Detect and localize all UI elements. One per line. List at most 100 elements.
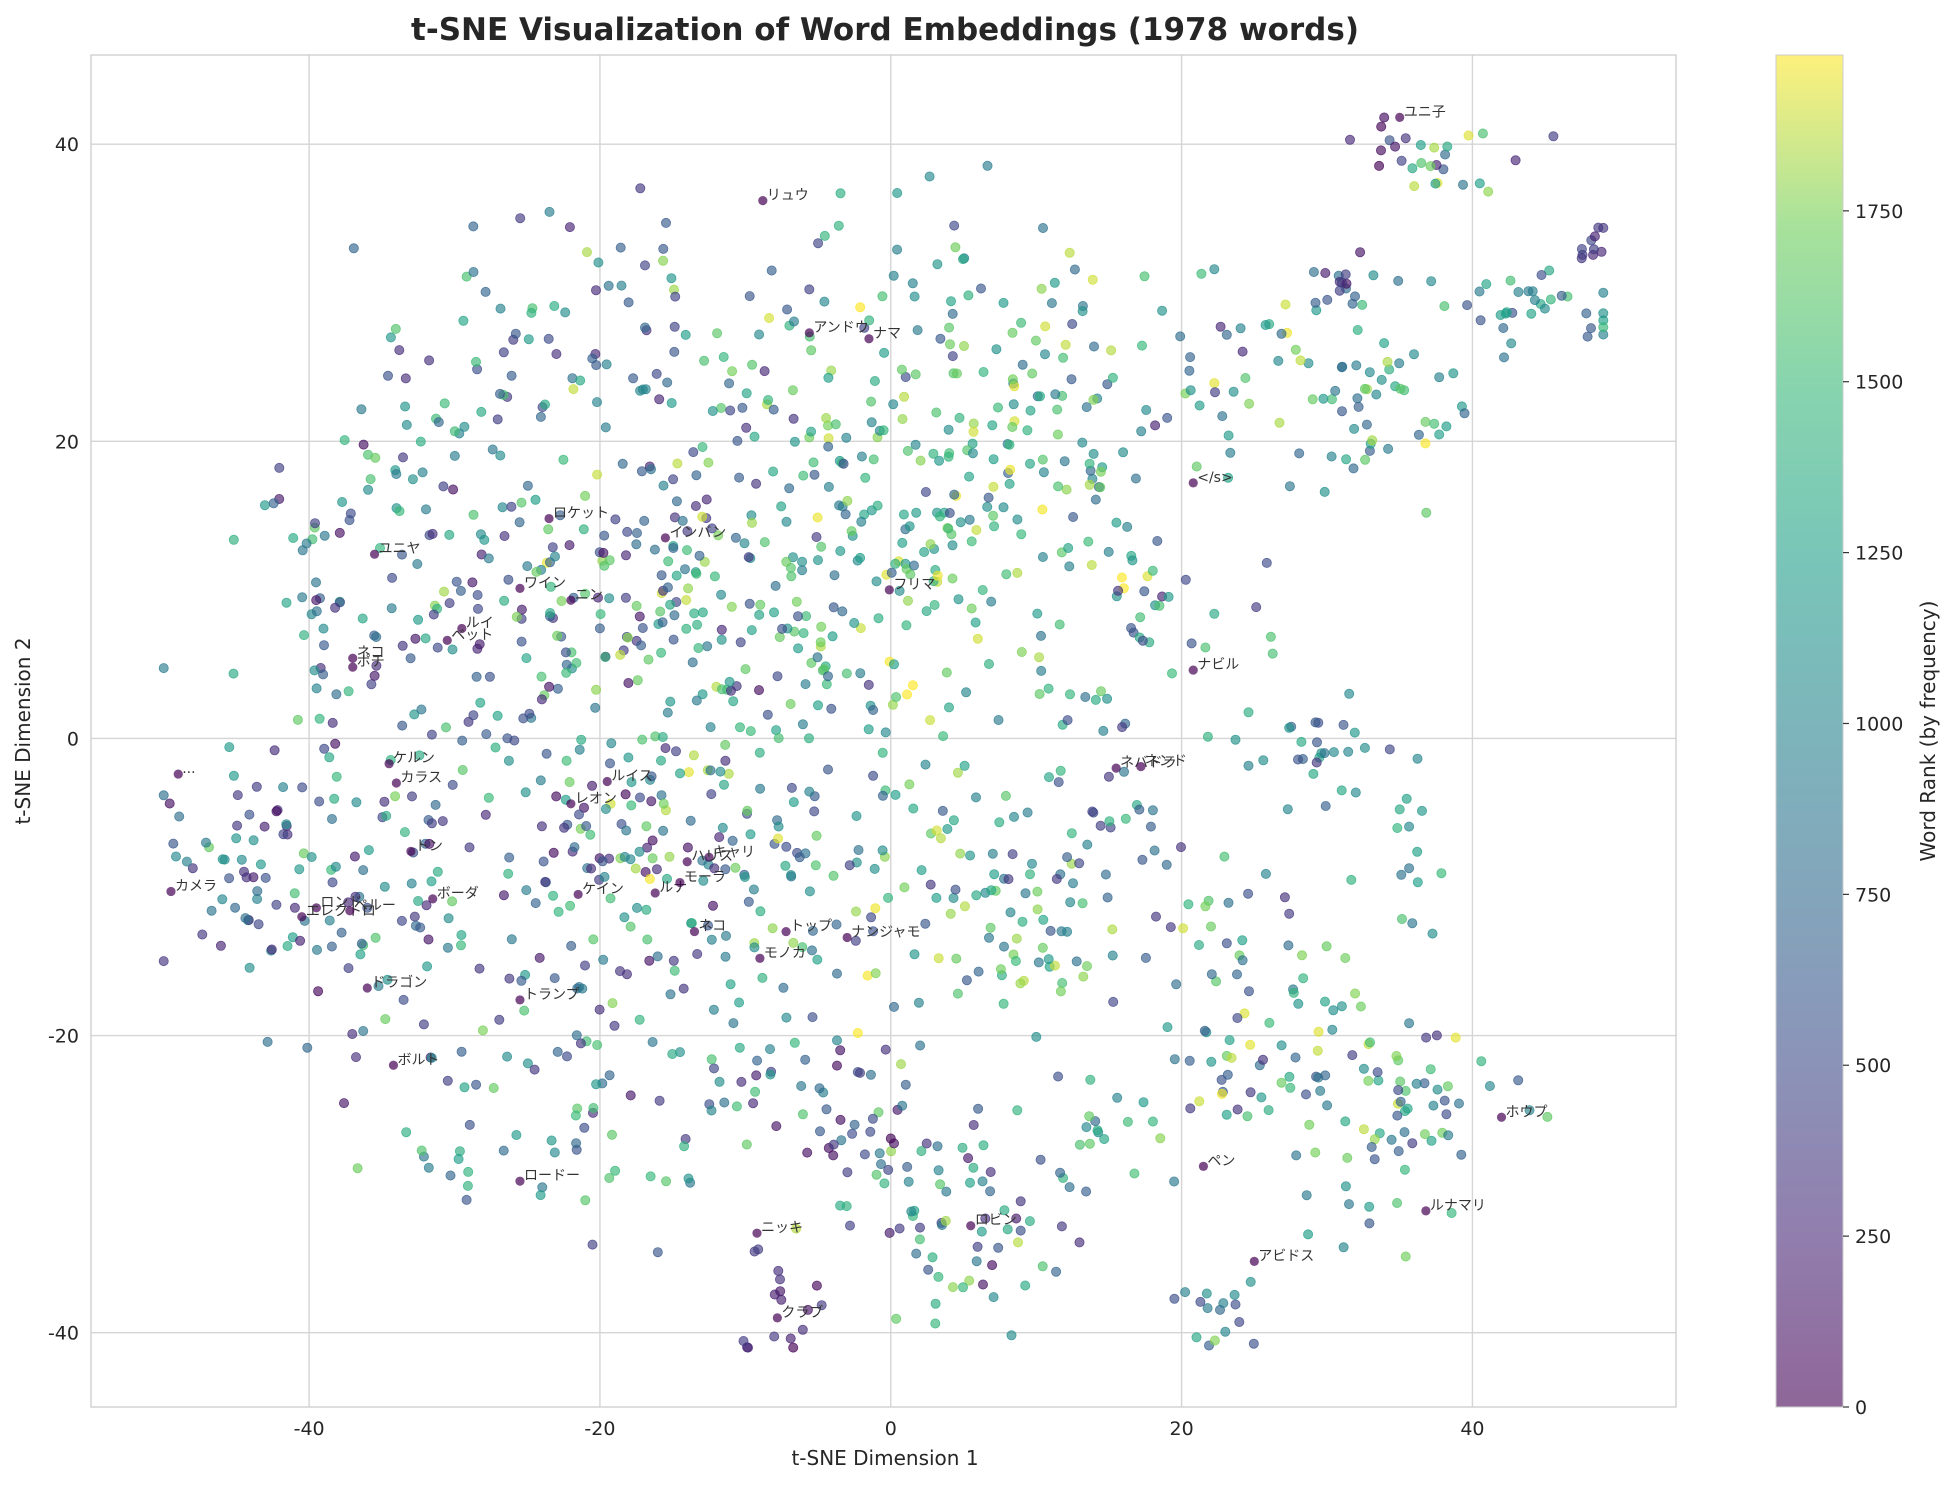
word-point bbox=[697, 607, 708, 618]
word-point bbox=[968, 418, 979, 429]
word-point bbox=[426, 1052, 437, 1063]
word-point bbox=[1288, 987, 1299, 998]
word-point bbox=[310, 577, 321, 588]
word-point bbox=[495, 303, 506, 314]
word-point bbox=[1200, 642, 1211, 653]
word-point bbox=[703, 457, 714, 468]
word-point bbox=[1341, 454, 1352, 465]
word-point bbox=[1127, 555, 1138, 566]
word-point bbox=[230, 902, 241, 913]
word-point bbox=[586, 863, 597, 874]
word-point bbox=[591, 1079, 602, 1090]
word-point bbox=[665, 599, 676, 610]
word-point bbox=[847, 1128, 858, 1139]
word-point bbox=[823, 481, 834, 492]
word-point bbox=[1169, 1176, 1180, 1187]
word-point bbox=[1308, 266, 1319, 277]
word-point bbox=[769, 1331, 780, 1342]
word-point bbox=[510, 328, 521, 339]
word-point bbox=[442, 942, 453, 953]
annotated-word-point bbox=[781, 926, 791, 937]
word-point bbox=[669, 610, 680, 621]
annotated-word-point bbox=[166, 886, 176, 897]
word-point bbox=[1116, 572, 1127, 583]
word-point bbox=[1330, 385, 1341, 396]
word-point bbox=[437, 816, 448, 827]
word-point bbox=[714, 832, 725, 843]
annotated-word-point bbox=[406, 846, 416, 856]
word-point bbox=[1211, 976, 1222, 987]
word-point bbox=[880, 1044, 891, 1055]
word-point bbox=[698, 875, 709, 886]
word-point bbox=[394, 506, 405, 517]
word-point bbox=[1402, 1103, 1413, 1114]
word-point bbox=[1217, 1088, 1228, 1099]
word-point bbox=[330, 861, 341, 872]
word-point bbox=[1588, 244, 1599, 255]
word-point bbox=[1232, 1104, 1243, 1115]
word-point bbox=[413, 614, 424, 625]
word-point bbox=[802, 1147, 813, 1158]
word-point bbox=[872, 500, 883, 511]
word-point bbox=[739, 872, 750, 883]
word-point bbox=[813, 555, 824, 566]
word-point bbox=[754, 329, 765, 340]
word-point bbox=[976, 283, 987, 294]
word-point bbox=[860, 472, 871, 483]
word-point bbox=[985, 1167, 996, 1178]
word-point bbox=[396, 549, 407, 560]
word-point bbox=[816, 1300, 827, 1311]
y-axis-label: t-SNE Dimension 2 bbox=[11, 637, 35, 824]
word-point bbox=[1082, 961, 1093, 972]
word-point bbox=[301, 538, 312, 549]
word-point bbox=[617, 458, 628, 469]
word-point bbox=[976, 1226, 987, 1237]
word-point bbox=[1135, 612, 1146, 623]
word-point bbox=[1194, 940, 1205, 951]
word-point bbox=[910, 369, 921, 380]
word-point bbox=[1185, 1103, 1196, 1114]
word-point bbox=[967, 438, 978, 449]
word-point bbox=[873, 1107, 884, 1118]
word-point bbox=[748, 1098, 759, 1109]
word-point bbox=[480, 286, 491, 297]
word-point bbox=[536, 671, 547, 682]
word-point bbox=[1147, 565, 1158, 576]
word-annotation: ベット bbox=[451, 627, 493, 643]
word-point bbox=[552, 1046, 563, 1057]
word-point bbox=[791, 596, 802, 607]
word-point bbox=[1038, 222, 1049, 233]
word-point bbox=[849, 1119, 860, 1130]
word-point bbox=[899, 391, 910, 402]
word-point bbox=[1113, 585, 1124, 596]
word-point bbox=[1340, 953, 1351, 964]
word-point bbox=[541, 748, 552, 759]
plot-area-frame bbox=[90, 54, 1677, 1408]
word-point bbox=[530, 494, 541, 505]
word-point bbox=[977, 1176, 988, 1187]
word-point bbox=[380, 1014, 391, 1025]
word-point bbox=[356, 938, 367, 949]
word-point bbox=[1066, 828, 1077, 839]
word-point bbox=[424, 355, 435, 366]
word-point bbox=[1120, 813, 1131, 824]
word-point bbox=[751, 478, 762, 489]
word-point bbox=[970, 617, 981, 628]
word-point bbox=[550, 551, 561, 562]
word-point bbox=[963, 290, 974, 301]
word-point bbox=[289, 902, 300, 913]
word-point bbox=[798, 628, 809, 639]
word-point bbox=[747, 359, 758, 370]
word-point bbox=[1138, 1097, 1149, 1108]
word-point bbox=[891, 1313, 902, 1324]
word-point bbox=[590, 702, 601, 713]
chart-title: t-SNE Visualization of Word Embeddings (… bbox=[411, 12, 1359, 48]
word-point bbox=[1062, 852, 1073, 863]
word-point bbox=[915, 1040, 926, 1051]
word-point bbox=[719, 1097, 730, 1108]
word-point bbox=[1383, 443, 1394, 454]
word-point bbox=[1365, 1037, 1376, 1048]
word-point bbox=[459, 421, 470, 432]
word-point bbox=[587, 1239, 598, 1250]
word-point bbox=[994, 817, 1005, 828]
